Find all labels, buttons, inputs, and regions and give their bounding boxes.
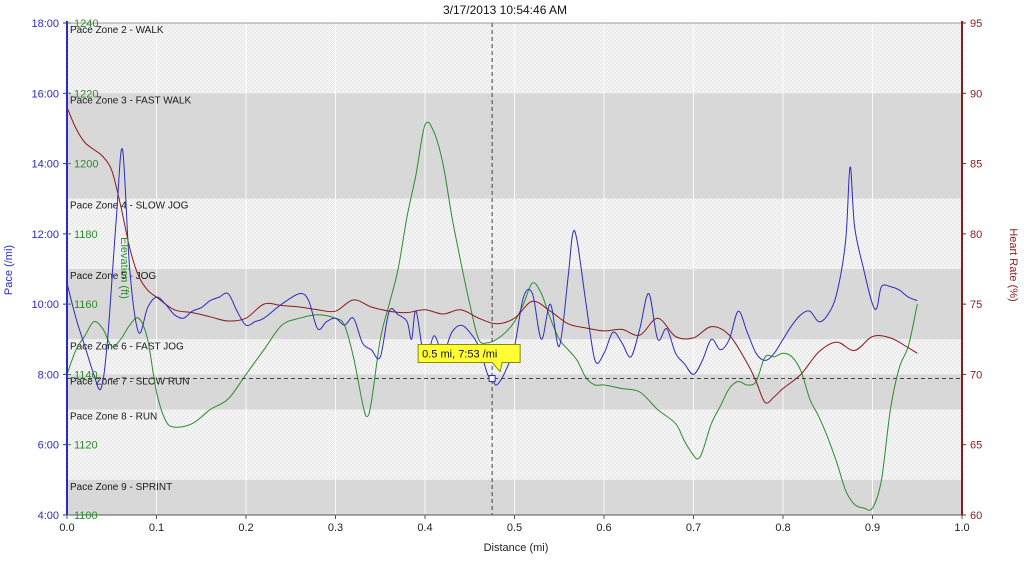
x-tick-label: 0.6	[596, 522, 611, 534]
elevation-tick-label: 1200	[74, 159, 98, 171]
pace-tick-label: 6:00	[38, 440, 59, 452]
pace-zone-label: Pace Zone 9 - SPRINT	[70, 482, 172, 493]
pace-zone-label: Pace Zone 4 - SLOW JOG	[70, 201, 189, 212]
elevation-axis-label: Elevation (ft)	[118, 237, 130, 299]
axes: 0.0 0.1 0.2 0.3 0.4 0.5 0.6 0.7 0.8 0.9 1.0 4:00 6:0…	[31, 18, 982, 534]
heart-rate-axis-label: Heart Rate (%)	[1007, 228, 1019, 301]
heart-rate-tick-label: 90	[970, 88, 982, 100]
hover-marker: 0.5 mi, 7:53 /mi	[67, 23, 962, 515]
heart-rate-tick-label: 85	[970, 159, 982, 171]
x-tick-label: 0.5	[507, 522, 522, 534]
heart-rate-tick-label: 80	[970, 229, 982, 241]
x-tick-label: 0.2	[238, 522, 253, 534]
x-axis-label: Distance (mi)	[484, 542, 549, 554]
pace-tick-label: 8:00	[38, 369, 59, 381]
pace-zone-label: Pace Zone 3 - FAST WALK	[70, 95, 191, 106]
x-tick-label: 0.4	[417, 522, 432, 534]
pace-tick-label: 4:00	[38, 510, 59, 522]
pace-zone-label: Pace Zone 7 - SLOW RUN	[70, 376, 189, 387]
pace-axis-label: Pace (/mi)	[3, 245, 15, 295]
marker-point	[488, 375, 496, 383]
heart-rate-tick-label: 75	[970, 299, 982, 311]
plot-area[interactable]: Pace Zone 2 - WALK Pace Zone 3 - FAST WAL…	[66, 22, 963, 516]
pace-zone-label: Pace Zone 5 - JOG	[70, 271, 156, 282]
elevation-series-line	[66, 121, 918, 511]
pace-zone-label: Pace Zone 8 - RUN	[70, 412, 157, 423]
pace-tick-label: 14:00	[31, 159, 59, 171]
pace-zone-label: Pace Zone 6 - FAST JOG	[70, 341, 184, 352]
elevation-tick-label: 1120	[74, 440, 98, 452]
pace-zone-label: Pace Zone 2 - WALK	[70, 25, 164, 36]
chart-title: 3/17/2013 10:54:46 AM	[443, 3, 567, 17]
pace-tick-label: 16:00	[31, 88, 59, 100]
x-tick-label: 0.0	[59, 522, 74, 534]
elevation-tick-label: 1140	[74, 369, 98, 381]
heart-rate-tick-label: 70	[970, 369, 982, 381]
heart-rate-tick-label: 95	[970, 18, 982, 30]
marker-tooltip-label: 0.5 mi, 7:53 /mi	[422, 349, 497, 361]
heart-rate-tick-label: 60	[970, 510, 982, 522]
pace-series-line	[66, 148, 918, 391]
x-tick-label: 0.8	[775, 522, 790, 534]
elevation-tick-label: 1100	[74, 510, 98, 522]
pace-tick-label: 10:00	[31, 299, 59, 311]
x-tick-label: 0.1	[149, 522, 164, 534]
x-tick-label: 0.7	[686, 522, 701, 534]
pace-tick-label: 12:00	[31, 229, 59, 241]
x-tick-label: 0.9	[865, 522, 880, 534]
x-tick-label: 0.3	[328, 522, 343, 534]
elevation-tick-label: 1160	[74, 299, 98, 311]
marker-tooltip-box	[417, 344, 521, 373]
elevation-tick-label: 1240	[74, 18, 98, 30]
heart-rate-tick-label: 65	[970, 440, 982, 452]
x-tick-label: 1.0	[954, 522, 969, 534]
heart-rate-series-line	[66, 107, 918, 404]
pace-tick-label: 18:00	[31, 18, 59, 30]
elevation-tick-label: 1220	[74, 88, 98, 100]
elevation-tick-label: 1180	[74, 229, 98, 241]
